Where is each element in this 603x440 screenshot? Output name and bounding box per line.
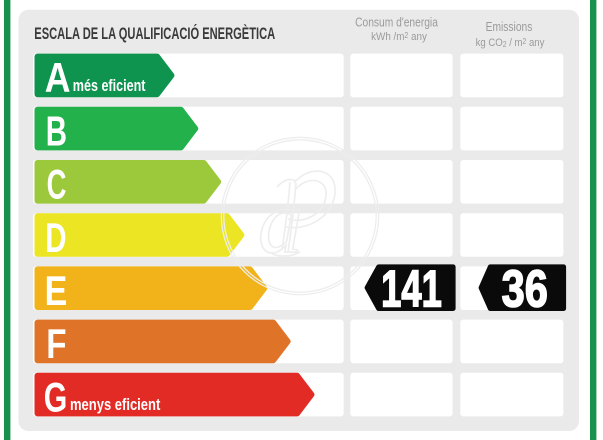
svg-text:C: C [47,162,67,208]
svg-text:A: A [45,56,71,102]
svg-text:menys eficient: menys eficient [70,396,160,415]
svg-text:Emissions: Emissions [486,21,533,34]
svg-text:141: 141 [381,259,442,318]
svg-text:F: F [46,321,66,367]
svg-text:E: E [45,269,68,315]
svg-text:kWh /m2 any: kWh /m2 any [371,30,427,43]
svg-text:D: D [45,214,66,261]
svg-text:ESCALA DE LA QUALIFICACIÓ ENER: ESCALA DE LA QUALIFICACIÓ ENERGÈTICA [34,23,275,43]
svg-text:36: 36 [502,259,548,318]
svg-text:més eficient: més eficient [73,76,146,95]
svg-text:kg CO2 / m2 any: kg CO2 / m2 any [476,36,546,49]
svg-text:B: B [46,107,67,154]
svg-text:G: G [44,374,68,421]
svg-text:Consum d'energia: Consum d'energia [355,17,438,30]
